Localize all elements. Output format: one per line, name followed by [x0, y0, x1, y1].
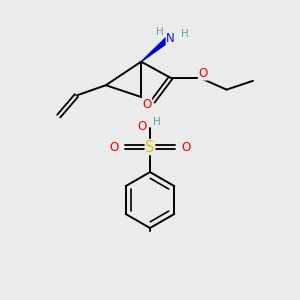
- Text: O: O: [142, 98, 152, 111]
- Text: H: H: [156, 27, 164, 37]
- Text: N: N: [166, 32, 175, 45]
- Text: O: O: [182, 141, 191, 154]
- Polygon shape: [141, 38, 169, 62]
- Text: H: H: [182, 29, 189, 39]
- Text: S: S: [145, 140, 155, 154]
- Text: O: O: [198, 67, 208, 80]
- Text: O: O: [138, 120, 147, 133]
- Text: O: O: [109, 141, 119, 154]
- Text: H: H: [154, 117, 161, 127]
